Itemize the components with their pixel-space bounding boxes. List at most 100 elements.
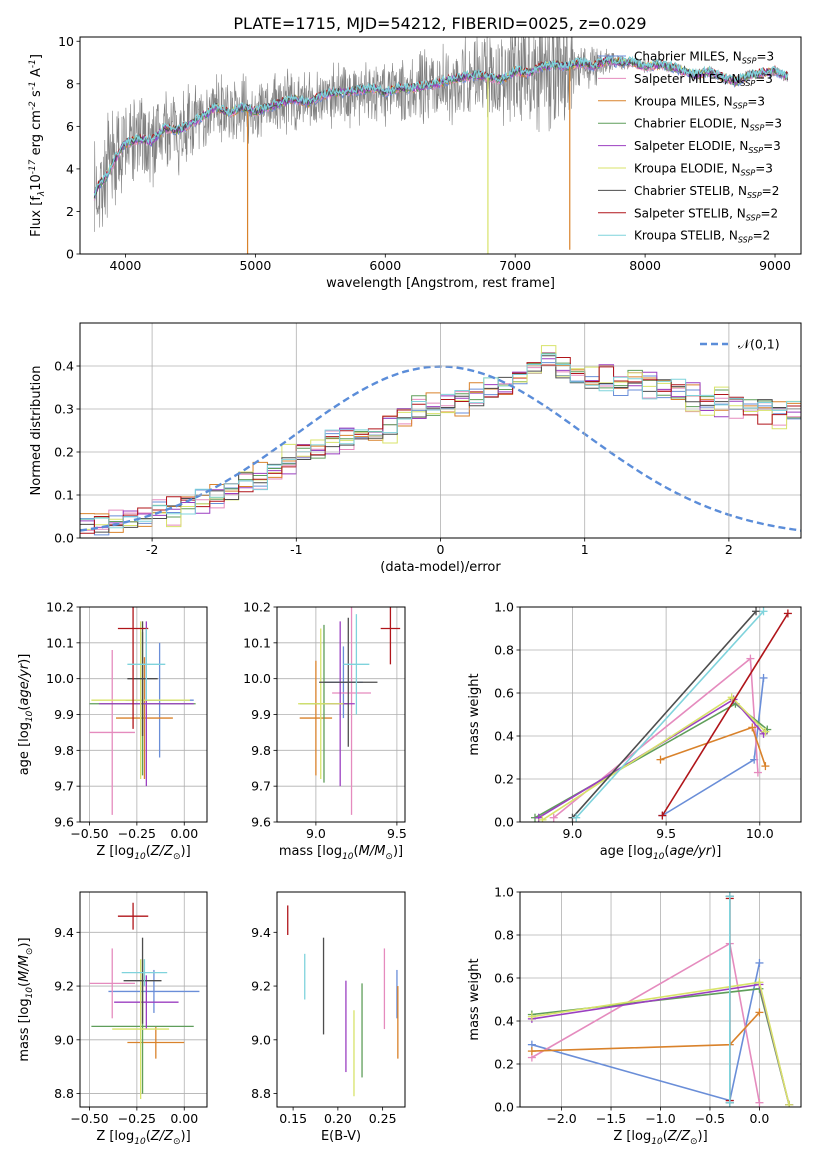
label-part: SSP xyxy=(733,101,748,110)
panel-mass-vs-EBV: 0.15 0.20 0.25 8.8 9.0 9.2 9.4 E(B-V) xyxy=(251,891,406,1144)
label-part: Z/Z xyxy=(667,1129,691,1144)
x-tick-label: 0.00 xyxy=(170,1111,198,1126)
label-part: ( xyxy=(17,982,32,987)
label-part: age [log xyxy=(600,844,653,859)
label-part: )] xyxy=(698,1129,708,1144)
figure-title: PLATE=1715, MJD=54212, FIBERID=0025, z=0… xyxy=(233,14,646,33)
y-tick-label: 0.8 xyxy=(494,928,514,943)
x-axis-label: Z [log10(Z/Z⊙)] xyxy=(613,1129,707,1147)
y-tick-label: 9.8 xyxy=(251,743,271,758)
label-part: )] xyxy=(711,844,721,859)
label-part: ( xyxy=(146,1129,151,1144)
label-part: =3 xyxy=(747,94,765,108)
label-part: -1 xyxy=(28,59,38,68)
label-part: =3 xyxy=(755,162,773,176)
axes-frame xyxy=(276,891,406,1108)
y-axis-label: Flux [fλ10-17 erg cm-2 s-1 A-1] xyxy=(28,54,47,237)
label-part: mass [log xyxy=(17,998,32,1061)
x-tick-label: −0.50 xyxy=(70,1111,108,1126)
legend-label: Chabrier STELIB, NSSP=2 xyxy=(634,184,779,200)
label-part: )] xyxy=(17,654,32,664)
axes-frame xyxy=(519,891,802,1108)
label-part: =3 xyxy=(755,72,773,86)
label-part: erg cm xyxy=(29,110,44,159)
weight-series-line xyxy=(553,657,759,819)
x-tick-label: 4000 xyxy=(110,258,142,273)
weight-series-line xyxy=(531,962,761,1102)
x-axis-label: age [log10(age/yr)] xyxy=(600,844,722,862)
label-part: =2 xyxy=(762,184,780,198)
label-part: ] xyxy=(29,54,44,59)
label-part: A xyxy=(29,68,44,81)
label-part: 10 xyxy=(134,1137,146,1147)
label-part: SSP xyxy=(747,191,762,200)
y-tick-label: 10.0 xyxy=(46,671,74,686)
x-tick-label: 0 xyxy=(437,542,445,557)
label-part: M/M xyxy=(359,844,386,859)
label-part: )] xyxy=(181,844,191,859)
y-tick-label: 8 xyxy=(66,76,74,91)
legend-label: 𝒩(0,1) xyxy=(738,337,780,352)
y-tick-label: 0.2 xyxy=(494,772,514,787)
residual-histogram xyxy=(80,352,801,538)
plot-area xyxy=(527,892,794,1107)
label-part: Z [log xyxy=(613,1129,651,1144)
weight-series-line xyxy=(571,610,757,819)
panel-spectrum: 4000 5000 6000 7000 8000 9000 0 2 4 6 8 10 wavelengt… xyxy=(28,34,802,291)
legend-label: Salpeter MILES, NSSP=3 xyxy=(634,72,773,88)
label-part: mass [log xyxy=(279,844,342,859)
x-tick-label: 7000 xyxy=(499,258,531,273)
legend-label: Kroupa MILES, NSSP=3 xyxy=(634,94,765,110)
residual-histogram xyxy=(80,355,801,538)
x-tick-label: 6000 xyxy=(369,258,401,273)
label-part: 10 xyxy=(134,852,146,862)
y-tick-label: 9.6 xyxy=(54,815,74,830)
x-axis-label: wavelength [Angstrom, rest frame] xyxy=(326,276,555,291)
axes-frame xyxy=(79,891,208,1108)
y-tick-label: 10.1 xyxy=(243,635,271,650)
weight-series-line xyxy=(531,1011,760,1052)
weight-series-line xyxy=(531,942,761,1103)
label-part: age [log xyxy=(17,722,32,775)
legend-label: Salpeter STELIB, NSSP=2 xyxy=(634,206,778,222)
axes-frame xyxy=(276,606,406,823)
x-axis-label: Z [log10(Z/Z⊙)] xyxy=(96,1129,190,1147)
legend-label: Kroupa STELIB, NSSP=2 xyxy=(634,229,770,245)
x-tick-label: −1.5 xyxy=(596,1111,626,1126)
label-part: 10 xyxy=(25,987,35,999)
x-tick-label: −0.25 xyxy=(118,1111,156,1126)
label-part: ( xyxy=(663,1129,668,1144)
residual-histogram xyxy=(80,364,801,538)
y-tick-label: 9.0 xyxy=(54,1032,74,1047)
label-part: ⊙ xyxy=(690,1137,698,1147)
label-part: -1 xyxy=(28,81,38,90)
y-tick-label: 9.7 xyxy=(54,779,74,794)
label-part: SSP xyxy=(746,213,761,222)
y-tick-label: 9.4 xyxy=(251,925,271,940)
panels: 4000 5000 6000 7000 8000 90000246810wavelengt… xyxy=(17,34,802,1147)
label-part: M/M xyxy=(17,955,32,982)
axes-frame xyxy=(519,606,802,823)
y-tick-label: 0.2 xyxy=(54,445,74,460)
x-tick-label: −2.0 xyxy=(546,1111,576,1126)
axes-frame xyxy=(79,36,802,255)
y-tick-label: 0.0 xyxy=(494,815,514,830)
label-part: SSP xyxy=(738,236,753,245)
residual-histogram xyxy=(80,357,801,538)
x-tick-label: 0.15 xyxy=(279,1111,307,1126)
y-tick-label: 0.1 xyxy=(54,488,74,503)
panel-age-vs-Z: −0.50 −0.25 0.00 9.6 9.7 9.8 9.9 10.0 10.1 10.2 Z … xyxy=(17,600,208,862)
x-tick-label: 0.20 xyxy=(324,1111,352,1126)
weight-series-line xyxy=(661,613,789,816)
y-tick-label: 9.9 xyxy=(54,707,74,722)
residual-histogram xyxy=(80,362,801,538)
label-part: 10 xyxy=(29,174,44,191)
label-part: Normed distribution xyxy=(29,366,44,496)
label-part: 10 xyxy=(25,710,35,722)
label-part: Salpeter STELIB, N xyxy=(634,206,746,220)
model-spectrum-line xyxy=(93,55,789,196)
y-tick-label: 9.6 xyxy=(251,815,271,830)
x-tick-label: 1 xyxy=(581,542,589,557)
x-tick-label: 9.0 xyxy=(563,826,583,841)
